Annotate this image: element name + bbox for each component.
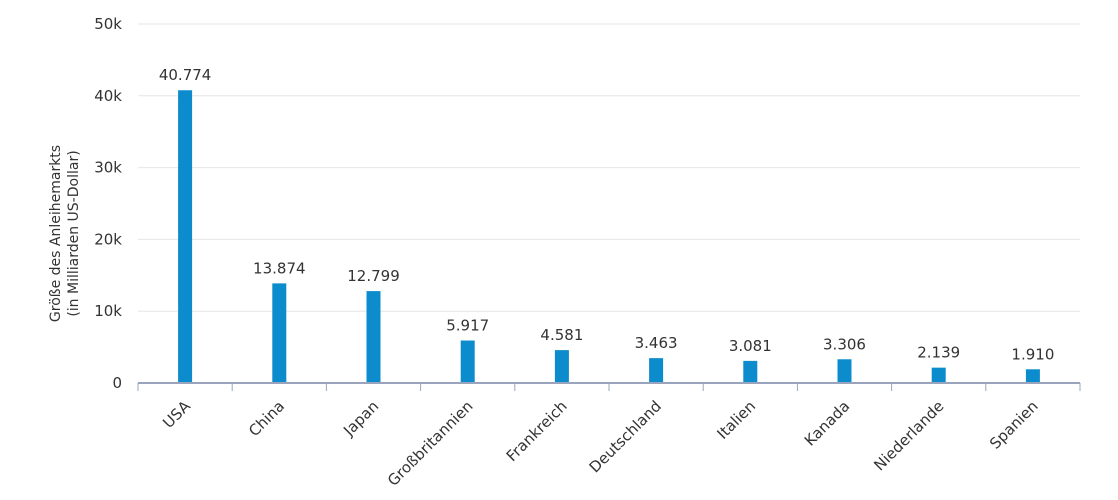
data-label: 3.306 (823, 335, 866, 353)
y-tick-label: 20k (94, 230, 122, 248)
y-tick-label: 30k (94, 159, 122, 177)
x-tick-label: Kanada (801, 397, 853, 449)
x-tick-label: Großbritannien (384, 397, 477, 490)
x-tick-label: USA (159, 397, 194, 432)
data-label: 12.799 (347, 267, 400, 285)
data-label: 13.874 (253, 259, 306, 277)
x-tick-label: Frankreich (503, 397, 571, 465)
data-label: 3.081 (729, 337, 772, 355)
bar[interactable] (178, 90, 193, 384)
bar[interactable] (1025, 369, 1040, 383)
x-tick-label: China (245, 397, 288, 440)
data-label: 3.463 (635, 334, 678, 352)
y-tick-label: 0 (112, 374, 122, 392)
data-label: 5.917 (446, 317, 489, 335)
x-tick-label: Spanien (986, 397, 1042, 453)
y-axis-ticks: 0 10k 20k 30k 40k 50k (94, 15, 122, 392)
y-axis-title-line-2: (in Milliarden US-Dollar) (66, 150, 82, 316)
grid-lines (138, 23, 1080, 312)
x-axis-ticks: USA China Japan Großbritannien Frankreich Deu… (137, 383, 1081, 490)
data-label: 4.581 (540, 326, 583, 344)
y-tick-label: 10k (94, 302, 122, 320)
x-tick-label: Japan (339, 397, 382, 440)
bar[interactable] (649, 358, 664, 383)
x-tick-label: Deutschland (586, 397, 665, 476)
y-tick-label: 40k (94, 87, 122, 105)
x-tick-label: Niederlande (870, 397, 947, 474)
y-tick-label: 50k (94, 15, 122, 33)
bar[interactable] (460, 340, 475, 383)
data-label: 2.139 (917, 344, 960, 362)
data-labels: 40.774 13.874 12.799 5.917 4.581 3.463 3.081 3.… (159, 66, 1055, 363)
bar[interactable] (743, 360, 758, 383)
data-label: 1.910 (1011, 345, 1054, 363)
bar[interactable] (931, 367, 946, 383)
bars (178, 90, 1040, 384)
bar[interactable] (272, 283, 287, 383)
x-tick-label: Italien (713, 397, 759, 443)
bar[interactable] (366, 291, 381, 383)
y-axis-title-line-1: Größe des Anleihemarkts (48, 145, 64, 322)
data-label: 40.774 (159, 66, 212, 84)
bar[interactable] (837, 359, 852, 383)
bar[interactable] (554, 350, 569, 383)
